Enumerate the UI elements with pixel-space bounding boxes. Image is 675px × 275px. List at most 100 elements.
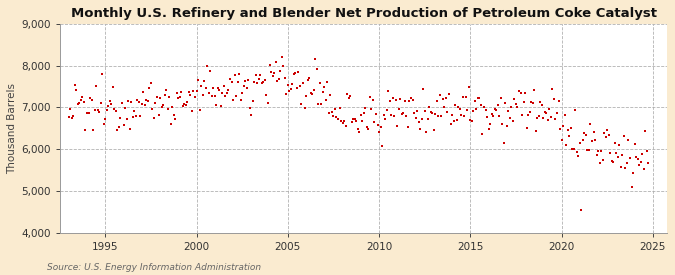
Point — [573, 154, 584, 158]
Point — [620, 166, 631, 171]
Point — [404, 98, 415, 103]
Point — [334, 106, 345, 110]
Point — [249, 80, 260, 84]
Point — [401, 114, 412, 119]
Point — [599, 131, 610, 135]
Point — [282, 83, 293, 87]
Point — [95, 101, 106, 105]
Point — [208, 86, 219, 91]
Point — [254, 77, 265, 81]
Point — [491, 108, 502, 112]
Point — [250, 73, 261, 77]
Point — [292, 86, 302, 90]
Point — [603, 132, 614, 137]
Point — [100, 117, 111, 121]
Point — [82, 111, 92, 116]
Point — [497, 122, 508, 126]
Point — [229, 73, 240, 77]
Point — [340, 124, 351, 128]
Point — [392, 124, 403, 128]
Point — [72, 102, 83, 107]
Point — [437, 96, 448, 101]
Text: Source: U.S. Energy Information Administration: Source: U.S. Energy Information Administ… — [47, 263, 261, 272]
Point — [578, 138, 589, 143]
Point — [576, 207, 587, 212]
Point — [88, 128, 99, 132]
Point — [298, 81, 308, 86]
Point — [547, 87, 558, 91]
Point — [211, 103, 221, 107]
Point — [192, 78, 203, 82]
Point — [476, 103, 487, 107]
Point — [448, 119, 459, 123]
Point — [555, 127, 566, 131]
Point — [456, 113, 466, 118]
Point — [173, 96, 184, 100]
Point — [396, 112, 407, 116]
Point — [244, 105, 255, 110]
Point — [354, 130, 364, 134]
Point — [363, 127, 374, 131]
Point — [205, 69, 215, 73]
Point — [544, 107, 555, 111]
Point — [180, 103, 191, 108]
Point — [165, 121, 176, 126]
Point — [322, 80, 333, 84]
Point — [186, 109, 197, 113]
Point — [614, 143, 625, 147]
Point — [433, 114, 443, 118]
Point — [412, 109, 423, 114]
Point — [364, 95, 375, 99]
Point — [470, 99, 481, 103]
Point — [132, 98, 142, 103]
Point — [294, 84, 305, 88]
Point — [315, 81, 325, 85]
Point — [148, 116, 159, 120]
Point — [622, 161, 632, 165]
Point — [632, 157, 643, 161]
Point — [135, 114, 146, 118]
Point — [327, 110, 338, 114]
Point — [119, 106, 130, 110]
Point — [238, 84, 249, 89]
Point — [319, 84, 329, 89]
Point — [111, 109, 122, 113]
Point — [227, 98, 238, 102]
Point — [395, 97, 406, 102]
Point — [342, 92, 352, 96]
Point — [246, 112, 256, 117]
Point — [483, 127, 494, 131]
Point — [508, 119, 518, 124]
Point — [571, 150, 582, 154]
Point — [570, 108, 580, 112]
Point — [580, 133, 591, 137]
Point — [424, 104, 435, 109]
Point — [553, 99, 564, 103]
Point — [234, 72, 244, 76]
Point — [170, 117, 181, 121]
Point — [182, 100, 193, 104]
Point — [634, 162, 645, 167]
Point — [472, 95, 483, 100]
Point — [398, 111, 409, 116]
Point — [78, 100, 89, 104]
Point — [485, 122, 495, 126]
Point — [389, 114, 400, 118]
Point — [118, 122, 129, 127]
Point — [584, 148, 595, 152]
Point — [556, 137, 567, 142]
Point — [321, 98, 331, 102]
Point — [442, 109, 453, 114]
Point — [70, 83, 80, 88]
Point — [381, 108, 392, 112]
Point — [252, 81, 263, 85]
Point — [585, 121, 596, 126]
Point — [477, 132, 488, 137]
Point — [281, 92, 292, 96]
Point — [471, 106, 482, 111]
Point — [429, 128, 439, 132]
Point — [591, 153, 602, 158]
Point — [605, 151, 616, 155]
Point — [413, 120, 424, 124]
Point — [596, 148, 607, 153]
